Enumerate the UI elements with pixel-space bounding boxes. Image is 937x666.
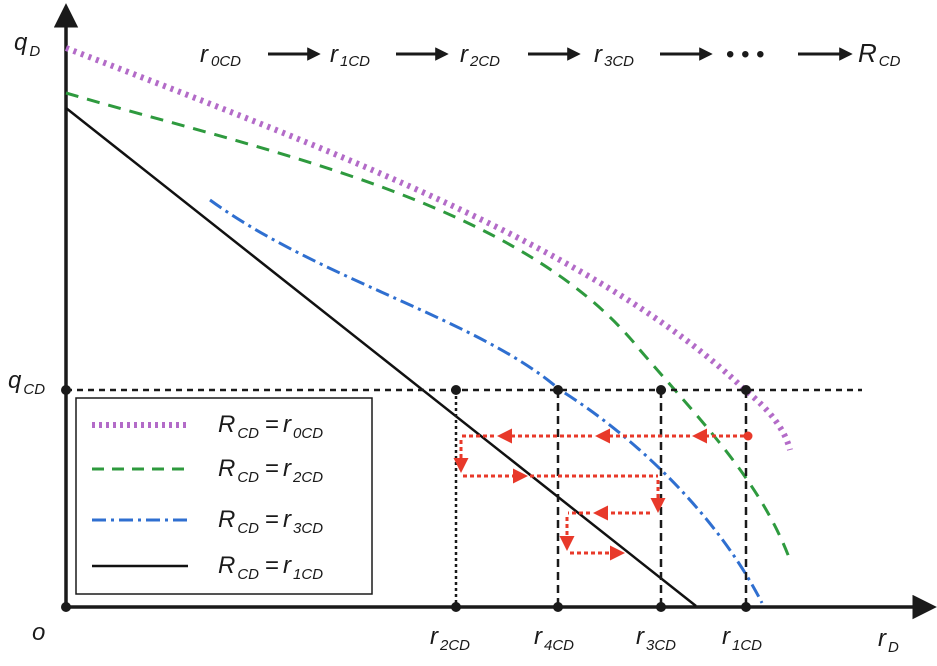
seq-label-r0cd: r 0CD [200, 41, 241, 70]
dot-r3cd-top [656, 385, 666, 395]
seq-label-r2cd: r 2CD [460, 41, 500, 70]
curve-r0cd [64, 45, 793, 451]
curve-r3cd [209, 198, 764, 604]
seq-label-rcd: R CD [858, 38, 901, 70]
intersection-dots [61, 385, 751, 612]
curve-r2cd [65, 91, 792, 561]
dot-origin [61, 602, 71, 612]
seq-ellipsis: • • • [726, 41, 765, 68]
legend-label-r3cd: R CD = r 3CD [218, 506, 323, 537]
x-tick-r4cd: r 4CD [534, 623, 574, 654]
dot-r4cd-axis [553, 602, 563, 612]
legend: R CD = r 0CD R CD = r 2CD R CD = r 3CD R CD = r 1CD [75, 397, 373, 595]
dot-r3cd-axis [656, 602, 666, 612]
x-tick-r2cd: r 2CD [430, 623, 470, 654]
qcd-label: q CD [8, 367, 45, 398]
dot-r4cd-top [553, 385, 563, 395]
iteration-start-dot [743, 431, 753, 441]
iteration-arrows [453, 428, 753, 561]
legend-label-r0cd: R CD = r 0CD [218, 411, 323, 442]
dot-r2cd-axis [451, 602, 461, 612]
curve-r1cd [65, 107, 697, 607]
seq-label-r3cd: r 3CD [594, 41, 634, 70]
legend-box [75, 397, 373, 595]
legend-label-r1cd: R CD = r 1CD [218, 552, 323, 583]
seq-label-r1cd: r 1CD [330, 41, 370, 70]
x-tick-r3cd: r 3CD [636, 623, 676, 654]
legend-label-r2cd: R CD = r 2CD [218, 455, 323, 486]
x-tick-r1cd: r 1CD [722, 623, 762, 654]
origin-label: o [32, 619, 45, 646]
dot-r1cd-top [741, 385, 751, 395]
dot-r1cd-axis [741, 602, 751, 612]
dot-qcd [61, 385, 71, 395]
dot-r2cd-top [451, 385, 461, 395]
